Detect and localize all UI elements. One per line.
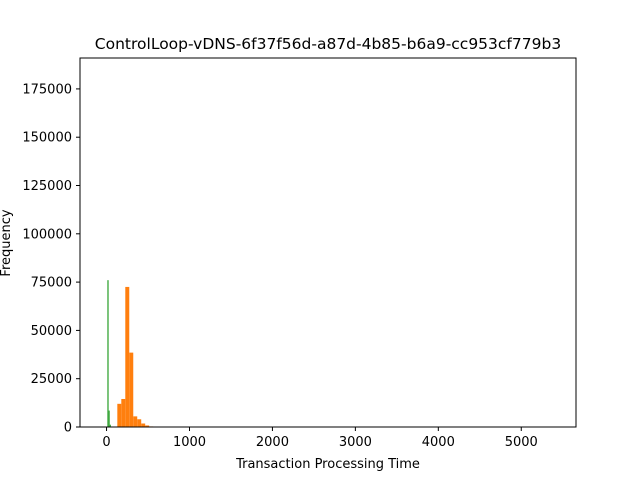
- bar-series-1-bin-0: [117, 403, 122, 427]
- chart-title: ControlLoop-vDNS-6f37f56d-a87d-4b85-b6a9…: [95, 35, 561, 53]
- x-tick-label-5: 5000: [505, 435, 538, 450]
- x-tick-label-1: 1000: [173, 435, 206, 450]
- y-tick-label-0: 0: [64, 421, 72, 436]
- x-tick-label-4: 4000: [422, 435, 455, 450]
- bar-series-1-bin-2: [125, 286, 130, 427]
- y-tick-label-1: 25000: [31, 372, 72, 387]
- bar-series-1-bin-4: [133, 416, 138, 427]
- bar-series-1-bin-1: [121, 398, 126, 427]
- bar-series-1-bin-7: [145, 425, 150, 427]
- bar-series-1-bin-5: [137, 419, 142, 427]
- plot-frame: [79, 57, 577, 428]
- y-tick-label-3: 75000: [31, 276, 72, 291]
- bar-series-1-bin-6: [141, 423, 146, 427]
- ticks-group: 0 1000 2000 3000 4000 50000250005000075000100…: [22, 82, 537, 450]
- x-tick-label-0: 0: [102, 435, 110, 450]
- y-axis-label: Frequency: [0, 209, 14, 276]
- x-tick-label-3: 3000: [339, 435, 372, 450]
- bars-group: [107, 280, 154, 427]
- y-tick-label-7: 175000: [22, 82, 72, 97]
- y-tick-label-2: 50000: [31, 324, 72, 339]
- y-tick-label-6: 150000: [22, 131, 72, 146]
- x-tick-label-2: 2000: [256, 435, 289, 450]
- y-tick-label-5: 125000: [22, 179, 72, 194]
- bar-series-0-bin-2: [109, 424, 111, 427]
- y-tick-label-4: 100000: [22, 227, 72, 242]
- bar-series-1-bin-3: [129, 352, 134, 427]
- bar-series-0-bin-0: [107, 280, 109, 427]
- bar-series-0-bin-1: [108, 410, 110, 427]
- x-axis-label: Transaction Processing Time: [235, 457, 420, 472]
